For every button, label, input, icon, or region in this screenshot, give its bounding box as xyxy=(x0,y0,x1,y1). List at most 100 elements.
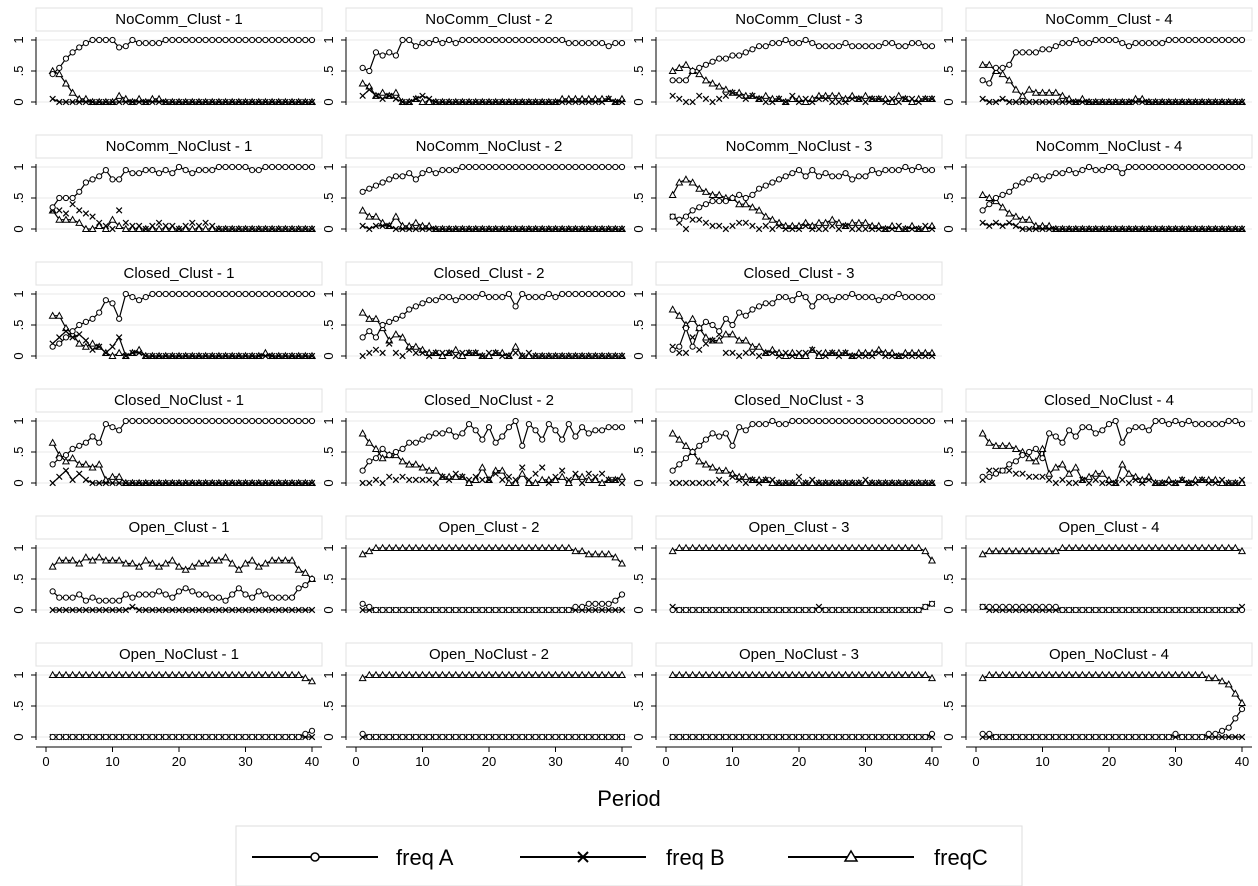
series-freqc xyxy=(668,543,937,564)
data-point xyxy=(412,176,419,183)
data-point xyxy=(282,163,289,171)
data-point xyxy=(431,670,440,679)
data-point xyxy=(308,36,316,44)
data-point xyxy=(519,98,526,106)
data-point xyxy=(605,352,612,360)
data-point xyxy=(808,543,817,552)
data-point xyxy=(109,98,116,106)
data-point xyxy=(491,543,500,552)
data-point xyxy=(479,98,486,106)
y-tick-label: 0 xyxy=(11,352,26,359)
data-point xyxy=(366,479,373,487)
data-point xyxy=(552,473,559,481)
data-point xyxy=(1119,98,1126,106)
data-point xyxy=(795,98,803,106)
y-tick-label: 0 xyxy=(941,225,956,232)
data-point xyxy=(611,670,620,679)
data-point xyxy=(282,479,289,487)
data-point xyxy=(452,167,459,174)
data-point xyxy=(479,36,486,44)
data-point xyxy=(386,92,393,100)
data-point xyxy=(75,218,84,226)
data-point xyxy=(598,470,606,477)
data-point xyxy=(1225,417,1232,425)
data-point xyxy=(222,225,229,233)
data-point xyxy=(585,606,592,614)
legend-item: freq A xyxy=(252,845,454,870)
data-point xyxy=(1052,170,1059,177)
data-point xyxy=(295,225,302,233)
data-point xyxy=(452,352,459,360)
data-point xyxy=(115,556,124,564)
data-point xyxy=(669,213,676,220)
data-point xyxy=(978,673,987,682)
data-point xyxy=(282,225,289,233)
data-point xyxy=(676,461,683,468)
data-point xyxy=(308,352,316,360)
data-point xyxy=(532,352,539,360)
data-point xyxy=(834,670,843,679)
data-point xyxy=(248,556,257,564)
data-point xyxy=(1071,463,1080,471)
data-point xyxy=(1104,543,1114,552)
data-point xyxy=(56,606,63,614)
data-point xyxy=(1232,479,1239,487)
data-point xyxy=(49,479,56,487)
data-point xyxy=(1119,40,1126,47)
series-line xyxy=(52,39,312,75)
data-point xyxy=(875,170,882,177)
data-point xyxy=(202,167,209,174)
data-point xyxy=(359,188,366,195)
data-point xyxy=(261,670,270,679)
data-point xyxy=(1218,98,1226,106)
data-point xyxy=(282,290,289,298)
data-point xyxy=(275,36,282,44)
data-point xyxy=(162,606,169,614)
data-point xyxy=(1139,733,1146,741)
series-line xyxy=(982,39,1242,85)
data-point xyxy=(512,163,519,171)
data-point xyxy=(175,98,183,106)
data-point xyxy=(559,36,566,44)
data-point xyxy=(385,670,394,679)
data-point xyxy=(302,163,309,171)
data-point xyxy=(834,91,843,99)
data-point xyxy=(1218,733,1226,741)
data-point xyxy=(386,733,393,741)
data-point xyxy=(392,173,399,180)
data-point xyxy=(894,224,903,233)
data-point xyxy=(722,430,729,437)
data-point xyxy=(889,733,896,741)
data-point xyxy=(1118,670,1127,679)
data-point xyxy=(359,600,366,607)
data-point xyxy=(809,40,816,47)
data-point xyxy=(431,466,440,474)
data-point xyxy=(62,327,70,335)
data-point xyxy=(709,198,716,205)
data-point xyxy=(1092,430,1099,437)
data-point xyxy=(762,421,769,428)
data-point xyxy=(295,36,302,44)
series-freqc xyxy=(668,305,937,360)
data-point xyxy=(689,606,696,614)
data-point xyxy=(452,98,459,106)
data-point xyxy=(128,224,137,233)
data-point xyxy=(49,343,56,350)
data-point xyxy=(1025,225,1033,233)
data-point xyxy=(511,670,520,679)
data-point xyxy=(295,290,302,298)
data-point xyxy=(465,733,473,741)
data-point xyxy=(756,733,763,741)
data-point xyxy=(559,436,566,443)
data-point xyxy=(922,167,929,174)
data-point xyxy=(809,606,816,614)
data-point xyxy=(682,349,690,357)
data-point xyxy=(875,43,882,50)
data-point xyxy=(505,733,513,741)
data-point xyxy=(1045,225,1053,233)
data-point xyxy=(235,606,243,614)
data-point xyxy=(788,94,797,102)
series-freq-a xyxy=(49,417,316,468)
data-point xyxy=(1224,543,1233,552)
data-point xyxy=(282,352,289,360)
